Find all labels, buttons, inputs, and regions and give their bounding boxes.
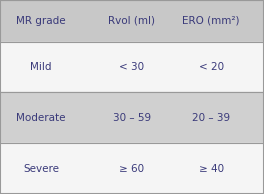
Bar bbox=[0, 93, 264, 143]
Text: Moderate: Moderate bbox=[16, 113, 66, 123]
Bar bbox=[0, 42, 264, 93]
Text: MR grade: MR grade bbox=[16, 16, 66, 26]
Text: ≥ 40: ≥ 40 bbox=[199, 164, 224, 174]
Text: ERO (mm²): ERO (mm²) bbox=[182, 16, 240, 26]
Text: < 30: < 30 bbox=[119, 62, 145, 72]
Text: 20 – 39: 20 – 39 bbox=[192, 113, 230, 123]
Bar bbox=[0, 0, 264, 42]
Text: Rvol (ml): Rvol (ml) bbox=[109, 16, 155, 26]
Text: Mild: Mild bbox=[30, 62, 52, 72]
Text: < 20: < 20 bbox=[199, 62, 224, 72]
Text: ≥ 60: ≥ 60 bbox=[119, 164, 145, 174]
Text: 30 – 59: 30 – 59 bbox=[113, 113, 151, 123]
Bar bbox=[0, 143, 264, 194]
Text: Severe: Severe bbox=[23, 164, 59, 174]
